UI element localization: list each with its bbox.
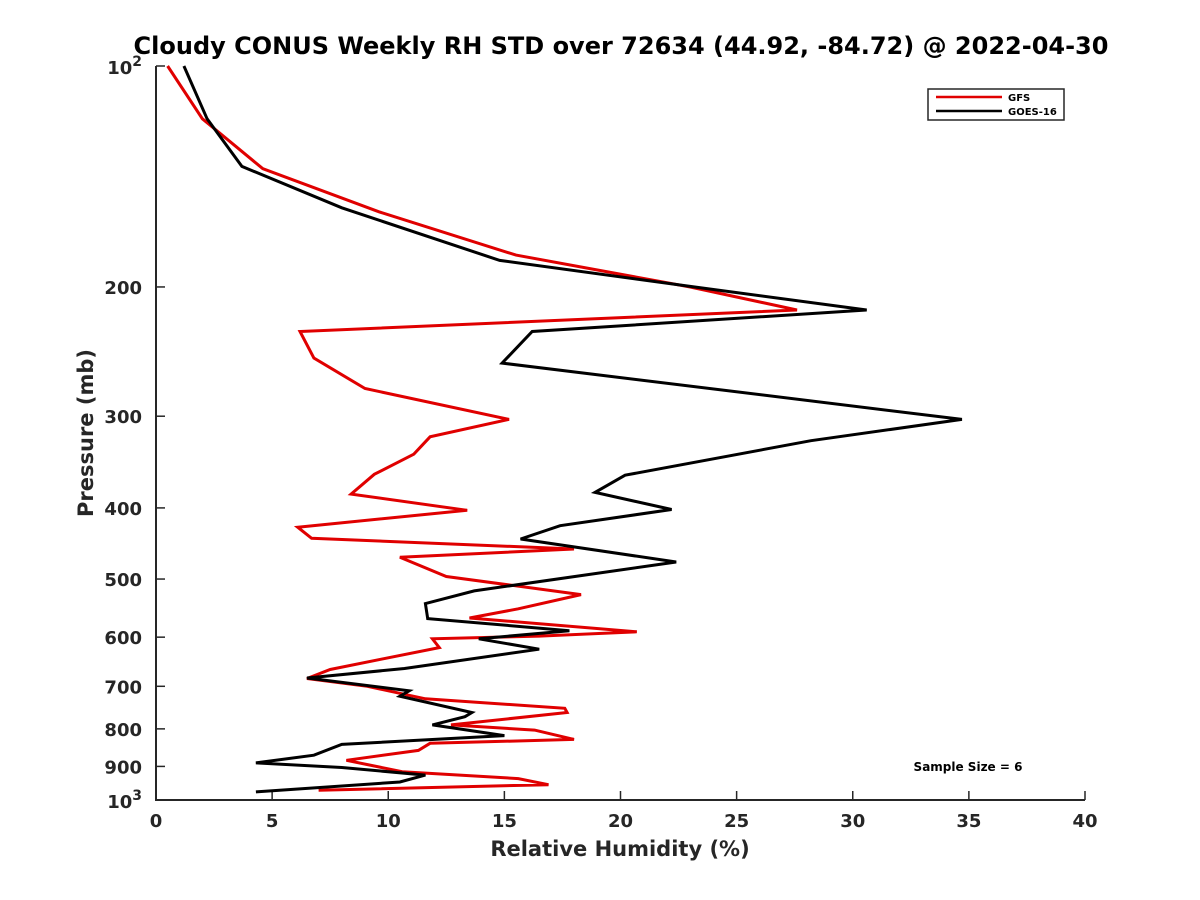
legend-label-goes-16: GOES-16 (1008, 107, 1057, 118)
x-tick-label: 20 (608, 811, 633, 832)
x-tick-label: 25 (724, 811, 749, 832)
x-tick-label: 5 (266, 811, 279, 832)
x-tick-label: 35 (956, 811, 981, 832)
y-tick-label: 900 (104, 757, 142, 778)
y-tick-label: 700 (104, 677, 142, 698)
x-tick-label: 15 (492, 811, 517, 832)
y-axis-label: Pressure (mb) (74, 349, 98, 517)
x-tick-label: 10 (376, 811, 401, 832)
series-line-gfs (166, 65, 798, 792)
y-tick-label: 102 (107, 54, 142, 79)
series-layer (166, 65, 963, 794)
x-axis-label: Relative Humidity (%) (490, 837, 749, 861)
sample-size-annotation: Sample Size = 6 (914, 760, 1023, 774)
x-tick-label: 0 (150, 811, 163, 832)
y-tick-label: 200 (104, 278, 142, 299)
y-tick-label: 300 (104, 407, 142, 428)
y-tick-label: 600 (104, 628, 142, 649)
legend: GFS GOES-16 (927, 88, 1065, 121)
x-tick-label: 30 (840, 811, 865, 832)
x-tick-label: 40 (1072, 811, 1097, 832)
legend-label-gfs: GFS (1008, 93, 1030, 104)
y-axis: 200 300 400 500 600 700 800 900 102 103 (104, 54, 165, 813)
y-tick-label: 800 (104, 720, 142, 741)
y-tick-label: 500 (104, 570, 142, 591)
chart-title: Cloudy CONUS Weekly RH STD over 72634 (4… (134, 32, 1109, 60)
y-tick-label: 103 (107, 788, 142, 813)
x-axis: 0 5 10 15 20 25 30 35 40 (150, 791, 1098, 832)
y-tick-label: 400 (104, 499, 142, 520)
legend-box (927, 88, 1065, 121)
series-line-goes-16 (182, 65, 963, 794)
